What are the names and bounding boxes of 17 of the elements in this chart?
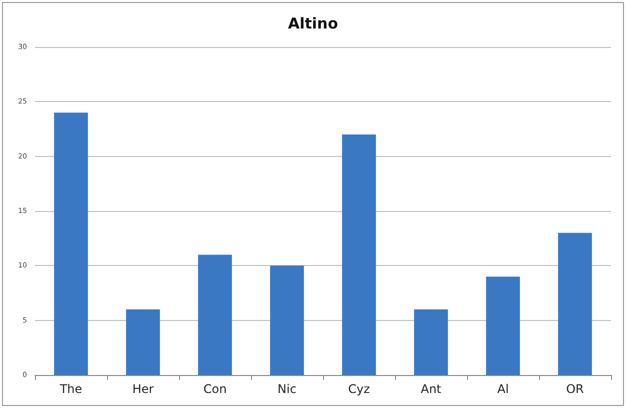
bar	[198, 254, 232, 375]
x-tick-label: Nic	[278, 382, 296, 396]
x-tick-label: Con	[203, 382, 227, 396]
x-tick-label: Ant	[420, 382, 442, 396]
bar	[558, 232, 592, 375]
bar	[342, 134, 376, 375]
bar	[486, 276, 520, 375]
x-tick-label: Her	[132, 382, 154, 396]
x-tick-label: Cyz	[348, 382, 370, 396]
bar	[126, 309, 160, 375]
x-tick-label: Al	[497, 382, 509, 396]
bar	[54, 112, 88, 375]
chart-title: Altino	[288, 14, 338, 32]
bar	[270, 266, 304, 375]
x-tick-label: The	[58, 382, 82, 396]
x-tick-label: OR	[566, 382, 584, 396]
bar	[414, 309, 448, 375]
